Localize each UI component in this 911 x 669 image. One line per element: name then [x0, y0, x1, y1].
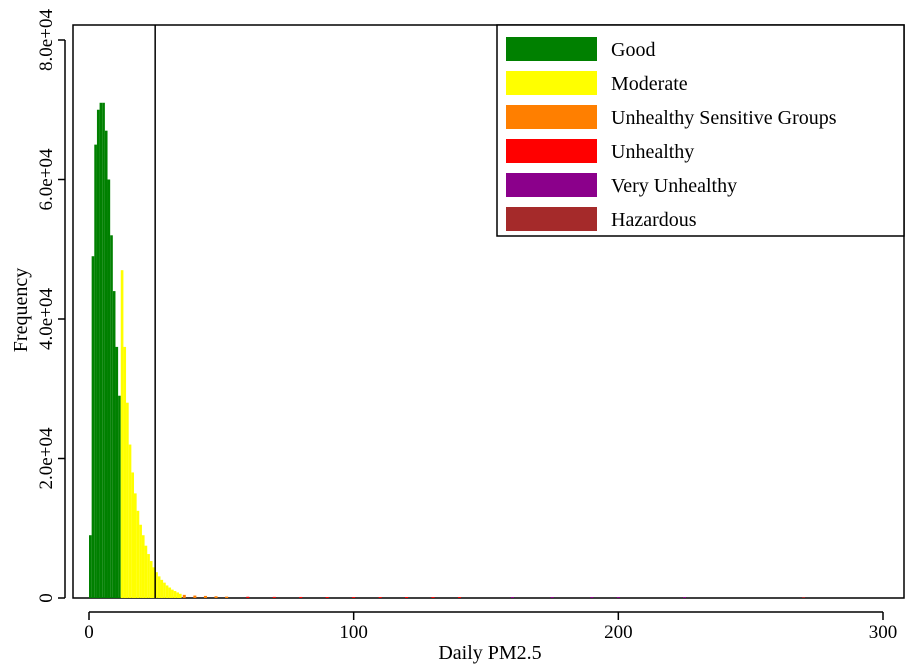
bar-moderate [136, 510, 140, 598]
bar-unhealthy [378, 597, 382, 598]
bar-moderate [157, 576, 161, 598]
bar-moderate [155, 572, 158, 598]
bar-moderate [160, 579, 164, 598]
legend-label-moderate: Moderate [611, 73, 688, 95]
x-tick-label: 0 [84, 622, 94, 643]
bar-moderate [163, 582, 166, 598]
bar-unhealthy-sensitive-groups [203, 595, 207, 598]
bar-unhealthy-sensitive-groups [182, 594, 186, 598]
legend-swatch-moderate [506, 71, 597, 95]
legend-swatch-unhealthy [506, 139, 597, 163]
bar-unhealthy-sensitive-groups [225, 596, 229, 598]
bar-moderate [152, 567, 156, 598]
legend-label-unhealthy-sensitive-groups: Unhealthy Sensitive Groups [611, 107, 837, 129]
bar-good [102, 102, 105, 599]
bar-very-unhealthy [550, 597, 554, 598]
bar-hazardous [802, 597, 806, 598]
bar-moderate [141, 535, 145, 598]
bar-unhealthy-sensitive-groups [193, 595, 197, 598]
plot-area-border [72, 24, 905, 599]
y-axis-ticks: 0 2.0e+04 4.0e+04 6.0e+04 8.0e+04 [36, 9, 65, 603]
bar-unhealthy [458, 597, 462, 598]
legend-label-hazardous: Hazardous [611, 209, 697, 231]
bar-good [99, 102, 103, 599]
bar-moderate [178, 593, 182, 598]
bar-moderate [171, 589, 174, 598]
bar-moderate [139, 524, 142, 598]
bar-moderate [128, 444, 132, 598]
x-tick-label: 100 [339, 622, 368, 643]
bar-unhealthy [299, 596, 303, 598]
bar-very-unhealthy [683, 597, 686, 598]
bar-unhealthy [325, 597, 329, 598]
bar-moderate [165, 585, 169, 598]
bar-moderate [149, 561, 153, 598]
bar-moderate [120, 270, 124, 598]
bar-good [91, 256, 95, 598]
bar-moderate [144, 545, 148, 598]
legend-label-very-unhealthy: Very Unhealthy [611, 175, 737, 197]
x-tick-label: 200 [604, 622, 633, 643]
bar-unhealthy [352, 597, 356, 598]
bar-moderate [147, 554, 150, 598]
bar-moderate [133, 493, 137, 598]
legend-swatch-good [506, 37, 597, 61]
bar-unhealthy [272, 596, 276, 598]
bar-very-unhealthy [590, 597, 594, 598]
legend-label-unhealthy: Unhealthy [611, 141, 694, 163]
y-tick-label: 0 [36, 593, 57, 603]
bar-good [94, 144, 97, 598]
y-axis-title: Frequency [10, 268, 32, 352]
bar-moderate [123, 346, 127, 598]
y-tick-label: 4.0e+04 [36, 288, 57, 350]
bar-moderate [168, 587, 172, 598]
bar-unhealthy [431, 597, 435, 598]
bar-unhealthy [405, 597, 409, 598]
y-tick-label: 2.0e+04 [36, 427, 57, 489]
bar-very-unhealthy [616, 597, 620, 598]
bar-moderate [176, 592, 179, 598]
legend-swatch-hazardous [506, 207, 597, 231]
bar-good [118, 395, 121, 598]
x-tick-label: 300 [869, 622, 898, 643]
bar-good [104, 130, 108, 599]
legend-swatch-unhealthy-sensitive-groups [506, 105, 597, 129]
bar-very-unhealthy [510, 597, 514, 598]
bar-good [96, 109, 100, 598]
legend-swatch-very-unhealthy [506, 173, 597, 197]
bar-good [112, 291, 116, 598]
bar-good [107, 179, 111, 598]
bar-moderate [173, 591, 177, 598]
legend-label-good: Good [611, 39, 655, 61]
bar-moderate [131, 472, 134, 598]
bar-good [89, 535, 92, 598]
bar-unhealthy [246, 596, 250, 598]
bar-good [115, 346, 119, 598]
histogram-bars [89, 102, 806, 599]
legend: Good Moderate Unhealthy Sensitive Groups Un… [496, 24, 905, 237]
bar-moderate [126, 402, 129, 598]
y-tick-label: 6.0e+04 [36, 148, 57, 210]
x-axis-title: Daily PM2.5 [438, 642, 541, 664]
x-axis-ticks: 0 100 200 300 [84, 612, 897, 643]
bar-unhealthy-sensitive-groups [214, 596, 218, 598]
y-tick-label: 8.0e+04 [36, 9, 57, 71]
bar-good [110, 235, 113, 599]
